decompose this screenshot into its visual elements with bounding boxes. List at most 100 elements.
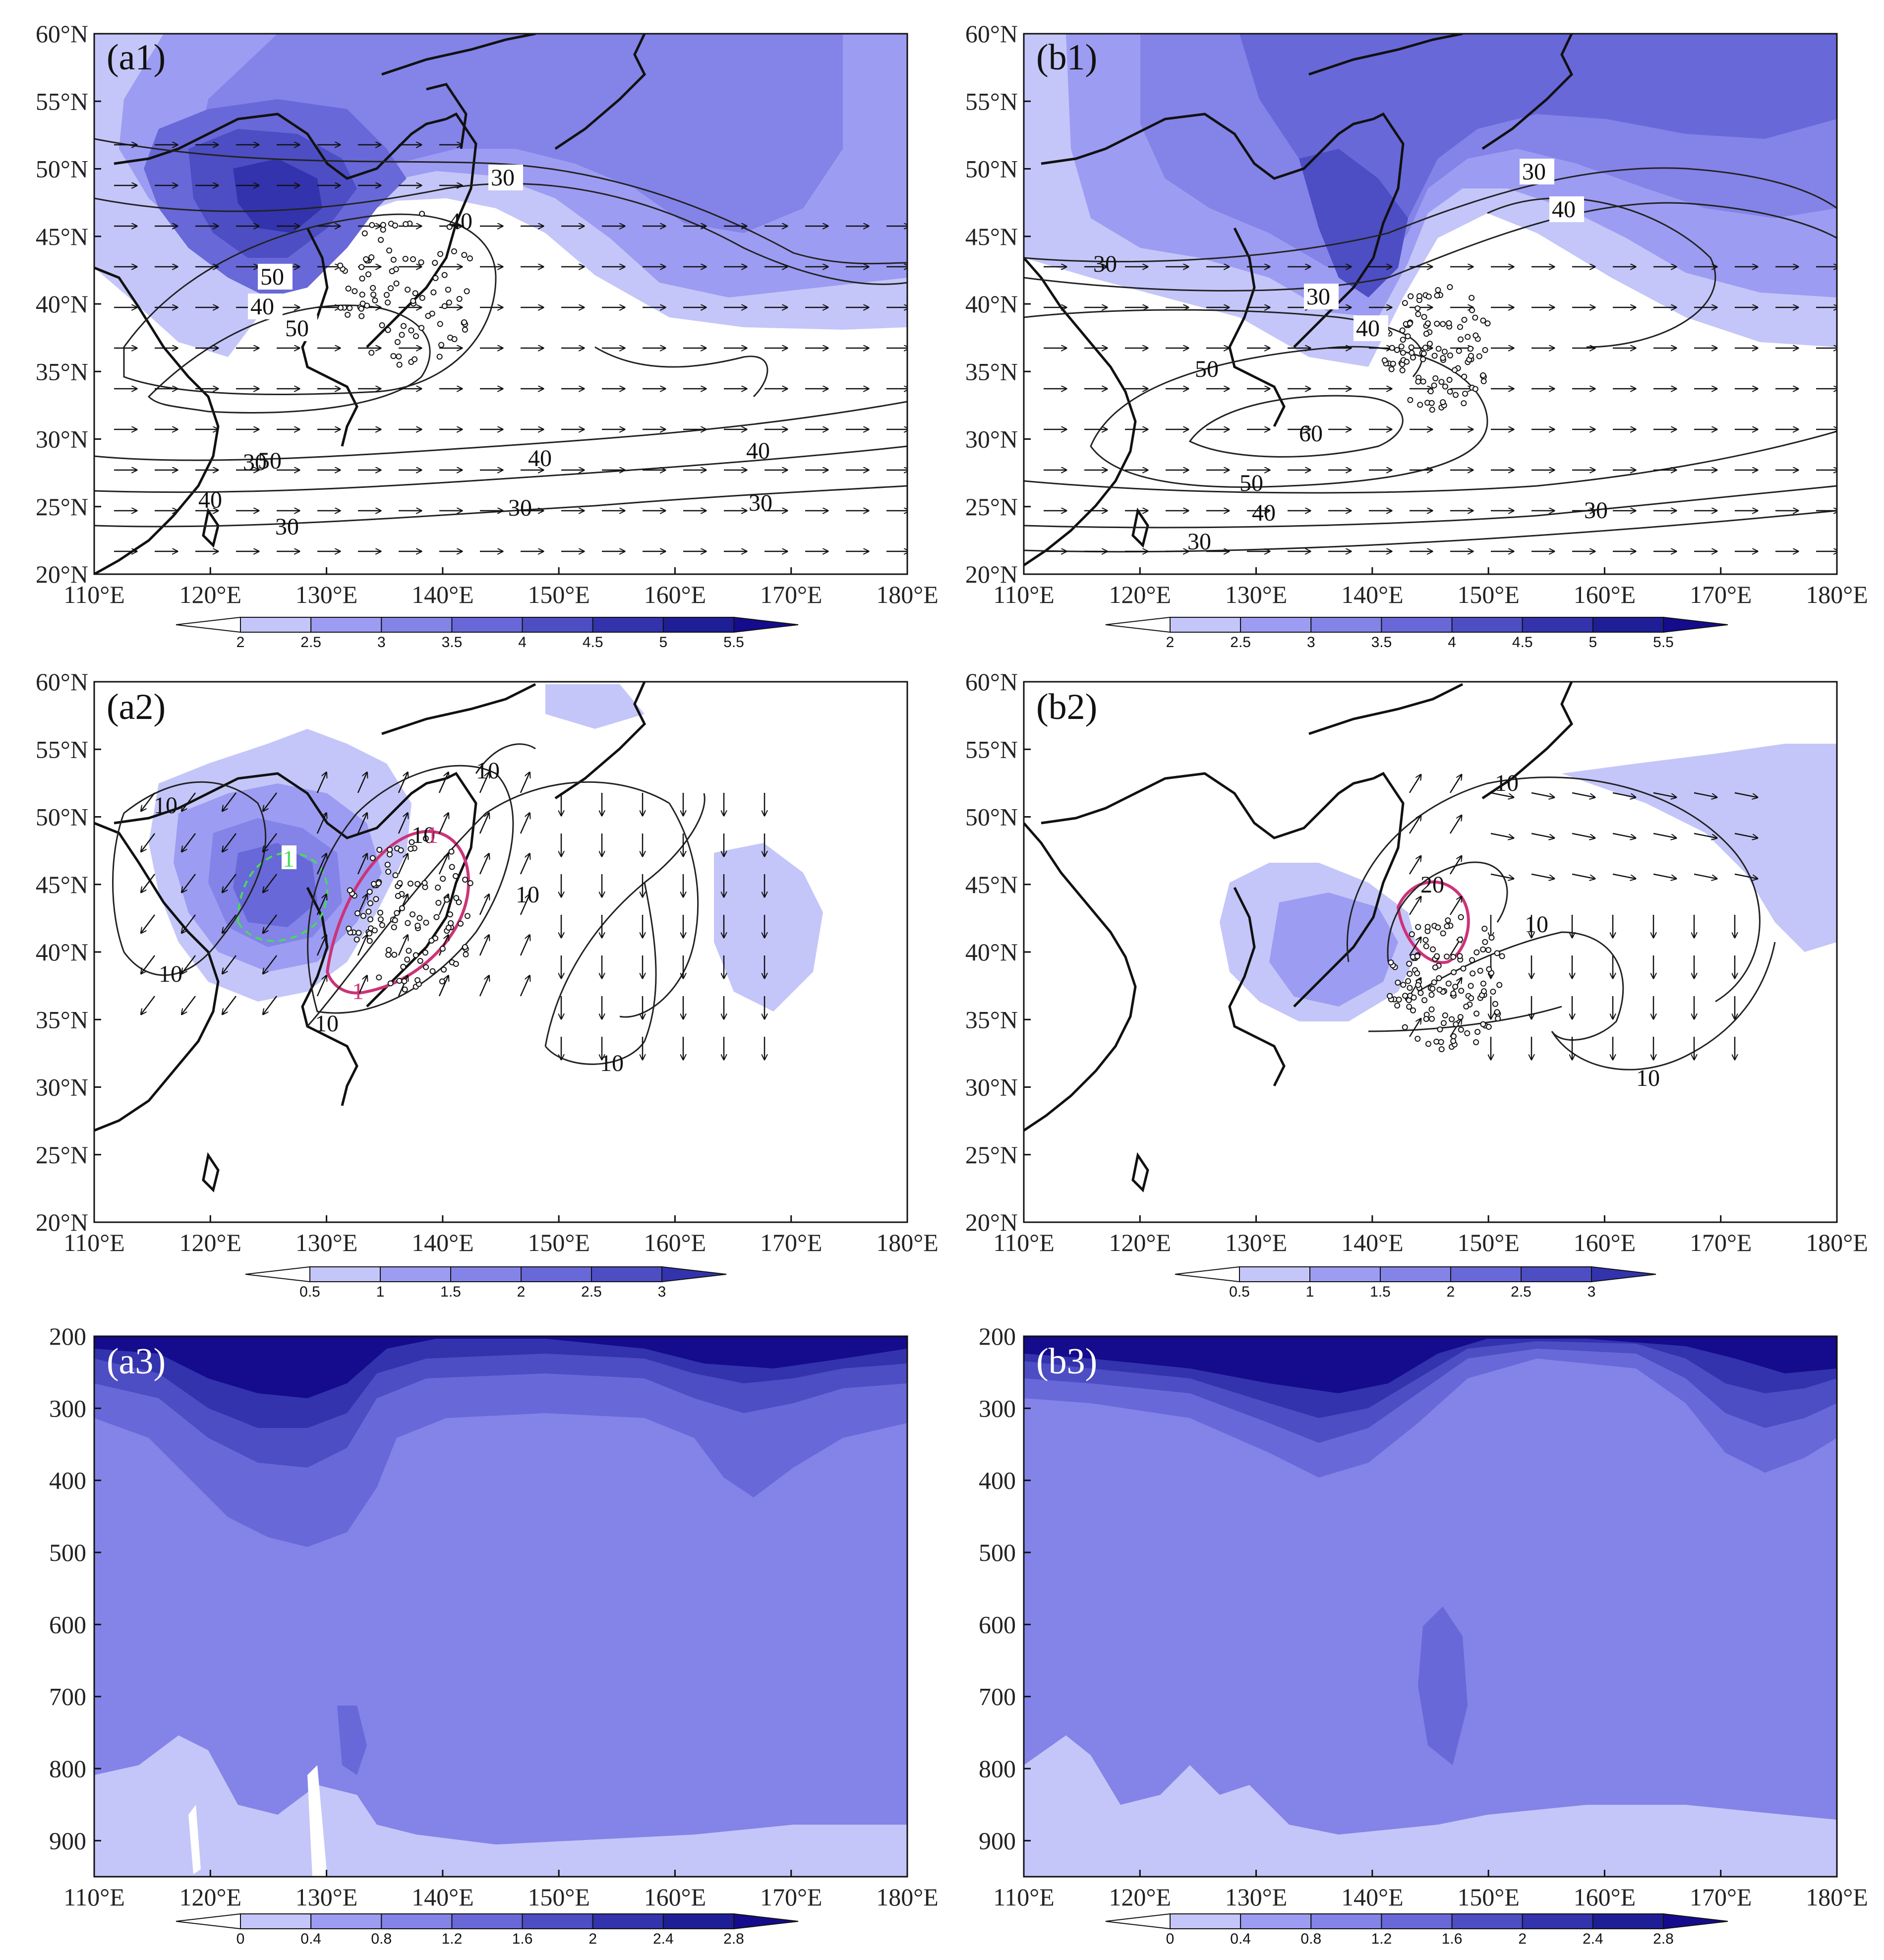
- colorbars: 2 2.5 3 3.5 4 4.5 5 5.5 2 2.5 3 3.5 4 4.5 5 5.5 0.5 1 1.5 2…: [176, 616, 1728, 1947]
- station-dot: [403, 221, 409, 227]
- contour-label: 30: [1093, 251, 1117, 277]
- station-dot: [453, 961, 459, 967]
- station-dot: [1457, 324, 1463, 330]
- wind-vector: [1572, 792, 1595, 797]
- station-dot: [1482, 347, 1488, 353]
- wind-vector: [141, 874, 156, 892]
- station-dot: [1451, 969, 1457, 975]
- station-dot: [437, 321, 443, 327]
- wind-vector: [1572, 873, 1595, 879]
- station-dot: [372, 297, 378, 303]
- station-dot: [394, 339, 401, 345]
- station-dot: [1420, 378, 1426, 385]
- station-dot: [1461, 373, 1468, 380]
- colorbar-segment: [592, 617, 664, 633]
- y-tick-label: 60°N: [965, 20, 1018, 48]
- y-tick-label: 25°N: [36, 493, 88, 521]
- contour-labels: 30 40 30 30 40 50 60 50 40 30 30: [1093, 159, 1608, 555]
- wind-vector: [398, 894, 408, 915]
- station-dot: [365, 908, 372, 915]
- panel-label: (b2): [1036, 687, 1097, 727]
- station-dot: [439, 978, 445, 985]
- colorbar-low-end: [1105, 616, 1171, 633]
- y-tick-label: 30°N: [965, 425, 1018, 453]
- station-dot: [1408, 293, 1414, 299]
- panel-a2: 10 10 10 10 10 10 10 1 1 1 (a2): [93, 681, 908, 1223]
- wind-vector: [357, 854, 367, 875]
- station-dot: [458, 920, 464, 927]
- wind-vector: [1490, 873, 1514, 879]
- colorbar-tick-label: 0: [236, 1931, 245, 1947]
- station-dot: [392, 872, 399, 879]
- station-dot: [1415, 311, 1421, 317]
- x-tick-label: 130°E: [295, 1229, 358, 1256]
- contour-label: 20: [1420, 872, 1444, 898]
- station-dot: [368, 254, 375, 260]
- station-dot: [1425, 1041, 1431, 1047]
- colorbar: 0.5 1 1.5 2 2.5 3: [1175, 1266, 1656, 1300]
- station-dot: [1473, 949, 1480, 955]
- x-tick-label: 170°E: [1690, 1229, 1752, 1256]
- wind-vector: [141, 955, 156, 974]
- station-dot: [464, 288, 470, 295]
- wind-vector: [141, 914, 156, 933]
- station-dots: [346, 835, 473, 993]
- x-tick-label: 140°E: [1341, 581, 1404, 608]
- x-tick-label: 150°E: [528, 1229, 590, 1256]
- colorbar-segment: [1381, 617, 1453, 633]
- panel-b1: 30 40 30 30 40 50 60 50 40 30 30 (b1): [1023, 33, 1838, 575]
- station-dot: [453, 873, 459, 879]
- panel-frame: [1023, 1335, 1838, 1878]
- station-dot: [1485, 947, 1492, 953]
- shading-level-2: [1269, 892, 1398, 1007]
- wind-vector: [141, 996, 156, 1014]
- station-dot: [1408, 344, 1414, 351]
- station-dot: [1468, 353, 1474, 359]
- wind-vector: [1409, 774, 1421, 793]
- station-dot: [1465, 334, 1471, 340]
- colorbar-low-end: [245, 1266, 310, 1283]
- colorbar-tick-label: 2.8: [723, 1931, 744, 1947]
- wind-vector: [263, 996, 278, 1014]
- station-dot: [1390, 360, 1396, 367]
- station-dot: [1411, 994, 1417, 1001]
- x-tick-label: 140°E: [1341, 1883, 1404, 1911]
- station-dot: [397, 880, 403, 887]
- section-level-top: [94, 1336, 907, 1398]
- contour-label: 40: [250, 294, 274, 320]
- y-tick-label: 20°N: [965, 1208, 1018, 1236]
- wind-vector: [1694, 873, 1717, 879]
- wind-vector: [316, 854, 326, 875]
- panel-b3: (b3): [1023, 1335, 1838, 1878]
- x-tick-label: 110°E: [993, 581, 1055, 608]
- station-dot: [1429, 407, 1435, 413]
- colorbar-segment: [380, 1266, 451, 1282]
- station-dot: [1436, 975, 1442, 981]
- colorbar-high-end: [1591, 1266, 1656, 1283]
- station-dot: [1458, 1026, 1464, 1033]
- station-dot: [432, 260, 438, 266]
- y-tick-label: 800: [979, 1755, 1016, 1782]
- y-tick-label: 50°N: [36, 803, 88, 831]
- station-dot: [1395, 979, 1401, 986]
- contour-label: 40: [1252, 500, 1276, 526]
- station-dot: [417, 957, 423, 964]
- station-dot: [1414, 1036, 1421, 1042]
- station-dot: [414, 922, 421, 929]
- colorbar-segment: [1522, 617, 1593, 633]
- station-dot: [1407, 985, 1413, 991]
- station-dot: [1457, 953, 1463, 959]
- station-dot: [1447, 352, 1453, 358]
- station-dot: [1449, 1016, 1455, 1022]
- station-dot: [409, 911, 415, 918]
- station-dot: [1396, 997, 1402, 1003]
- station-dot: [449, 864, 455, 870]
- wind-vector: [357, 772, 367, 793]
- station-dot: [1430, 946, 1436, 952]
- wind-vector: [316, 772, 326, 793]
- colorbar-tick-label: 2: [1166, 634, 1175, 651]
- colorbar-tick-label: 2: [517, 1284, 526, 1300]
- contour-label: 10: [154, 792, 177, 819]
- contour-label: 30: [491, 165, 515, 191]
- station-dot: [414, 977, 421, 983]
